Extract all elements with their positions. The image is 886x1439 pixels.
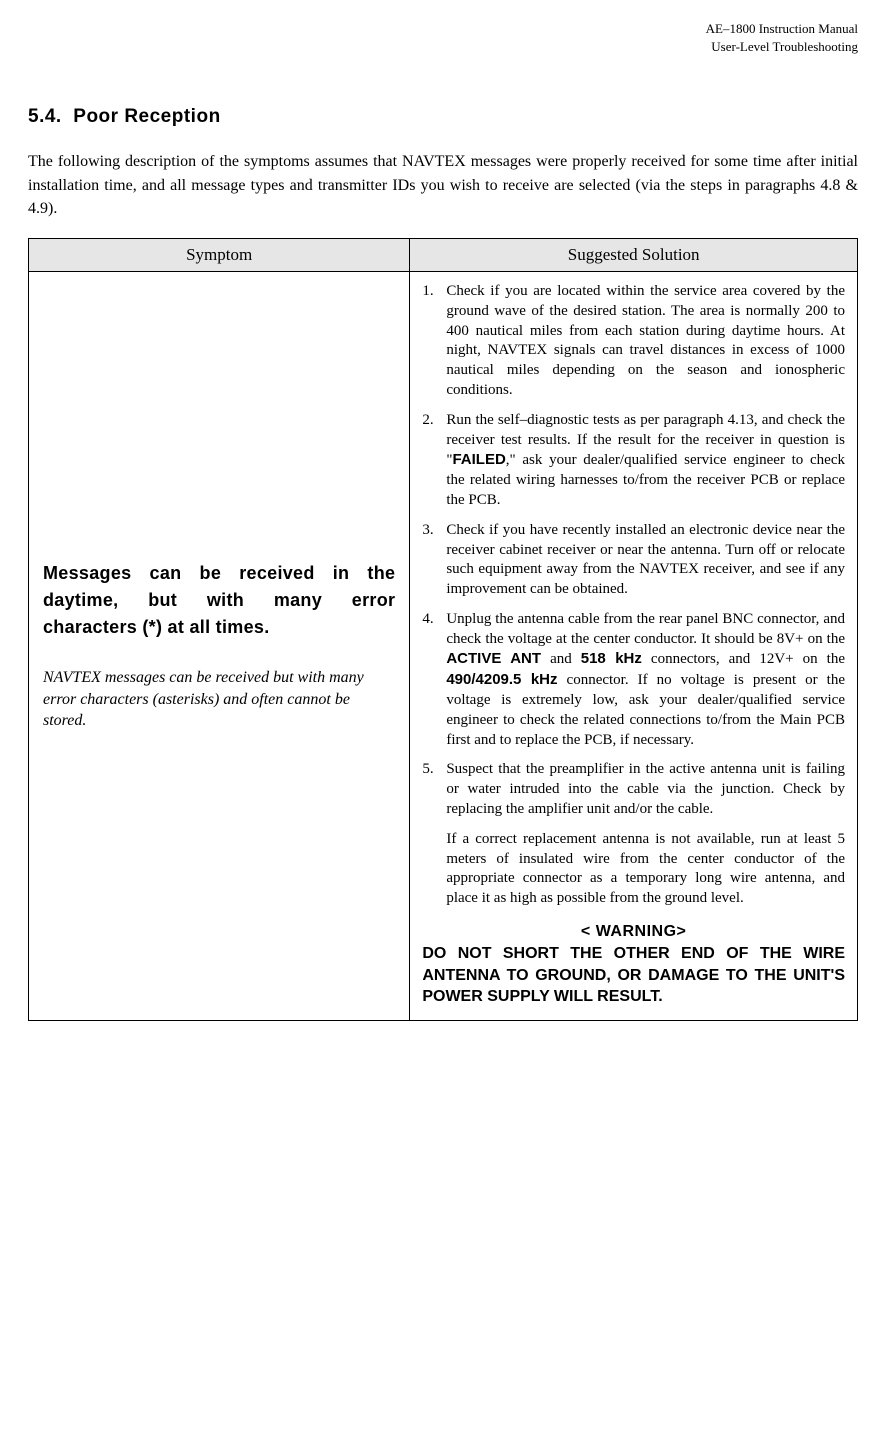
troubleshooting-table: Symptom Suggested Solution Messages can … (28, 238, 858, 1021)
section-title: Poor Reception (73, 106, 220, 127)
solution-num-3: 3. (422, 521, 433, 541)
solution-cell: 1. Check if you are located within the s… (410, 271, 858, 1020)
solution-item-3: 3. Check if you have recently installed … (422, 521, 845, 600)
warning-heading: < WARNING> (422, 923, 845, 941)
section-heading: 5.4. Poor Reception (28, 106, 858, 128)
symptom-cell: Messages can be received in the daytime,… (29, 271, 410, 1020)
page-header: AE–1800 Instruction Manual User-Level Tr… (28, 20, 858, 56)
header-symptom: Symptom (29, 238, 410, 271)
solution-num-2: 2. (422, 411, 433, 431)
solution-num-5: 5. (422, 760, 433, 780)
warning-body: DO NOT SHORT THE OTHER END OF THE WIRE A… (422, 943, 845, 1008)
header-line-2: User-Level Troubleshooting (28, 38, 858, 56)
intro-paragraph: The following description of the symptom… (28, 150, 858, 220)
header-line-1: AE–1800 Instruction Manual (28, 20, 858, 38)
solution-text-3: Check if you have recently installed an … (446, 522, 845, 597)
solution-failed-label: FAILED (452, 451, 505, 468)
solution-active-ant: ACTIVE ANT (446, 650, 541, 667)
symptom-main: Messages can be received in the daytime,… (43, 560, 395, 641)
symptom-sub: NAVTEX messages can be received but with… (43, 667, 395, 732)
solution-490khz: 490/4209.5 kHz (446, 671, 557, 688)
solution-num-4: 4. (422, 610, 433, 630)
table-row: Messages can be received in the daytime,… (29, 271, 858, 1020)
header-solution: Suggested Solution (410, 238, 858, 271)
solution-item-5: 5. Suspect that the preamplifier in the … (422, 760, 845, 819)
table-header-row: Symptom Suggested Solution (29, 238, 858, 271)
solution-text-4c: connectors, and 12V+ on the (642, 651, 845, 667)
solution-item-2: 2. Run the self–diagnostic tests as per … (422, 411, 845, 511)
solution-text-4b: and (541, 651, 581, 667)
solution-text-2b: ," ask your dealer/qualified service eng… (446, 452, 845, 508)
solution-item-5-continuation: If a correct replacement antenna is not … (422, 830, 845, 909)
solution-518khz: 518 kHz (581, 650, 642, 667)
solution-text-1: Check if you are located within the serv… (446, 283, 845, 398)
solution-item-1: 1. Check if you are located within the s… (422, 282, 845, 401)
solution-text-4a: Unplug the antenna cable from the rear p… (446, 611, 845, 647)
solution-text-5: Suspect that the preamplifier in the act… (446, 761, 845, 817)
solution-item-4: 4. Unplug the antenna cable from the rea… (422, 610, 845, 751)
section-number: 5.4. (28, 106, 62, 127)
solution-num-1: 1. (422, 282, 433, 302)
